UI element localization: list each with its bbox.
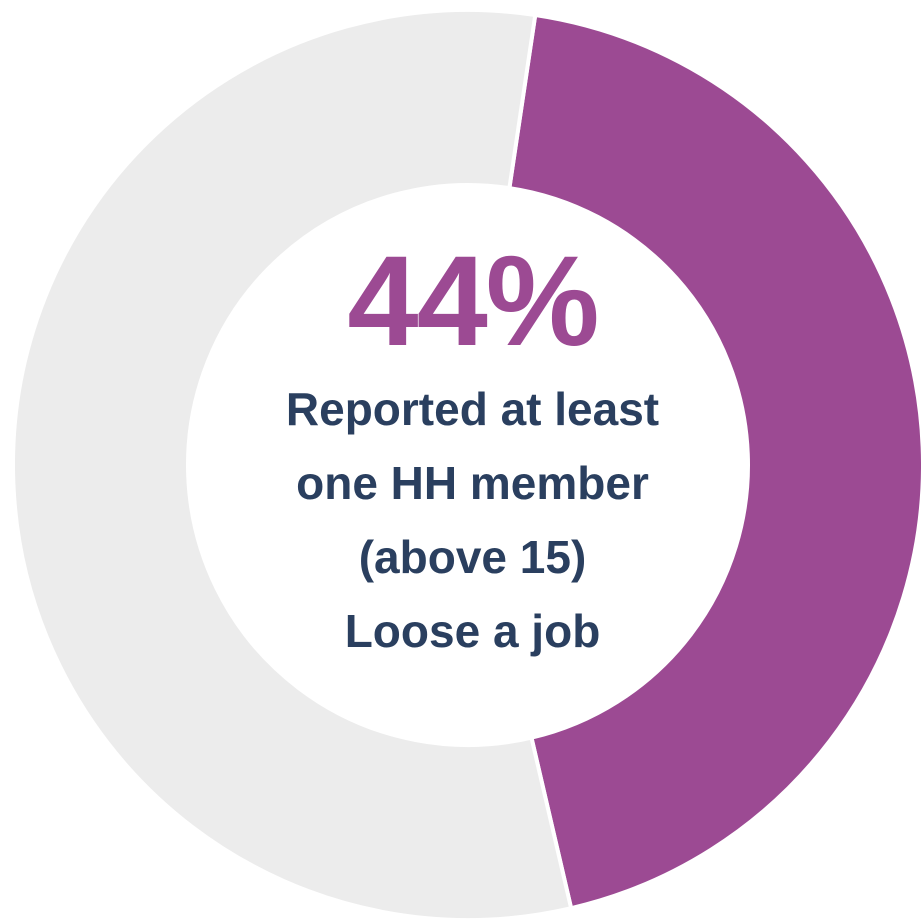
- center-label-line-3: (above 15): [358, 531, 587, 583]
- center-label-line-4: Loose a job: [344, 605, 601, 657]
- center-label-line-2: one HH member: [296, 457, 649, 509]
- center-text-block: 44% Reported at least one HH member (abo…: [190, 232, 755, 668]
- center-percent-value: 44%: [347, 230, 599, 373]
- donut-slice-1: [507, 12, 921, 911]
- donut-slice-2: [11, 8, 574, 919]
- center-label-line-1: Reported at least: [285, 383, 660, 435]
